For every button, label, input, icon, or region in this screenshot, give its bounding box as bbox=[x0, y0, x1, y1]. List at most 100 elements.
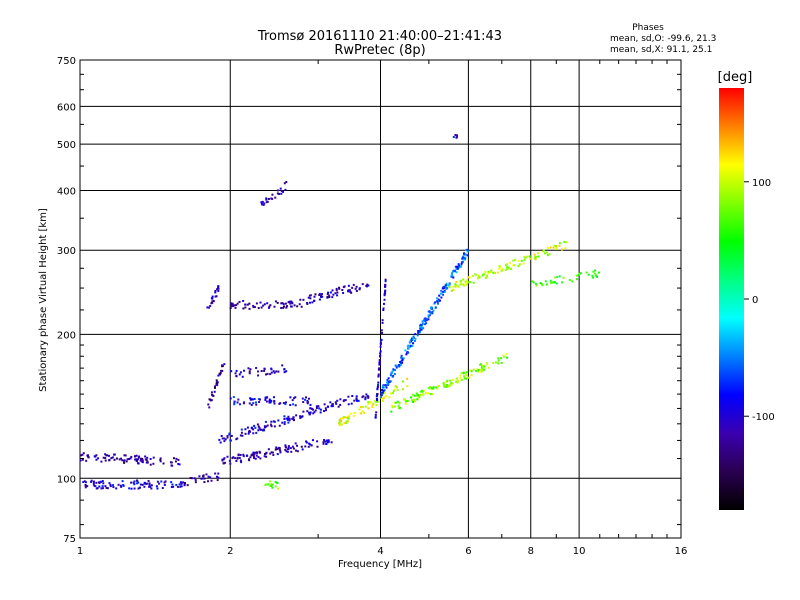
data-point bbox=[281, 364, 284, 367]
data-point bbox=[500, 269, 503, 272]
data-point bbox=[367, 401, 370, 404]
data-point bbox=[457, 285, 460, 288]
data-point bbox=[104, 485, 107, 488]
data-point bbox=[141, 483, 144, 486]
data-point bbox=[381, 388, 384, 391]
data-point bbox=[257, 425, 260, 428]
data-point bbox=[266, 372, 269, 375]
data-point bbox=[272, 370, 275, 373]
data-point bbox=[485, 362, 488, 365]
data-point bbox=[349, 412, 352, 415]
data-point bbox=[216, 384, 219, 387]
data-point bbox=[313, 295, 316, 298]
data-point bbox=[178, 483, 181, 486]
data-point bbox=[331, 405, 334, 408]
data-point bbox=[442, 285, 445, 288]
data-point bbox=[289, 302, 292, 305]
data-point bbox=[262, 304, 265, 307]
data-point bbox=[129, 457, 132, 460]
data-point bbox=[248, 307, 251, 310]
data-point bbox=[285, 450, 288, 453]
y-tick-label: 600 bbox=[57, 102, 76, 113]
data-point bbox=[412, 393, 415, 396]
data-point bbox=[329, 291, 332, 294]
data-point bbox=[427, 318, 430, 321]
data-point bbox=[320, 293, 323, 296]
data-point bbox=[377, 383, 380, 386]
data-point bbox=[505, 263, 508, 266]
data-point bbox=[162, 462, 165, 465]
data-point bbox=[124, 454, 127, 457]
data-point bbox=[230, 434, 233, 437]
data-point bbox=[283, 423, 286, 426]
data-point bbox=[266, 483, 269, 486]
data-point bbox=[285, 370, 288, 373]
data-point bbox=[455, 280, 458, 283]
data-point bbox=[554, 245, 557, 248]
data-point bbox=[135, 458, 138, 461]
data-point bbox=[555, 247, 558, 250]
data-point bbox=[241, 375, 244, 378]
data-point bbox=[546, 254, 549, 257]
data-point bbox=[276, 301, 279, 304]
data-point bbox=[486, 275, 489, 278]
data-point bbox=[263, 369, 266, 372]
data-point bbox=[579, 272, 582, 275]
data-point bbox=[523, 259, 526, 262]
data-point bbox=[268, 400, 271, 403]
data-point bbox=[314, 409, 317, 412]
data-point bbox=[455, 271, 458, 274]
data-point bbox=[437, 298, 440, 301]
data-point bbox=[534, 255, 537, 258]
data-point bbox=[376, 392, 379, 395]
data-point bbox=[259, 457, 262, 460]
data-point bbox=[489, 271, 492, 274]
data-point bbox=[252, 428, 255, 431]
data-point bbox=[466, 250, 469, 253]
data-point bbox=[406, 377, 409, 380]
data-point bbox=[403, 398, 406, 401]
data-point bbox=[97, 481, 100, 484]
data-point bbox=[221, 365, 224, 368]
data-point bbox=[524, 256, 527, 259]
data-point bbox=[497, 357, 500, 360]
data-point bbox=[369, 401, 372, 404]
data-point bbox=[242, 453, 245, 456]
data-point bbox=[531, 280, 534, 283]
data-point bbox=[358, 288, 361, 291]
data-point bbox=[249, 456, 252, 459]
data-point bbox=[492, 361, 495, 364]
data-point bbox=[299, 298, 302, 301]
data-point bbox=[136, 482, 139, 485]
data-point bbox=[194, 479, 197, 482]
data-point bbox=[254, 426, 257, 429]
data-point bbox=[330, 405, 333, 408]
data-point bbox=[202, 477, 205, 480]
colorbar-tick-label: 100 bbox=[752, 178, 771, 189]
data-point bbox=[394, 401, 397, 404]
data-point bbox=[291, 302, 294, 305]
data-point bbox=[252, 306, 255, 309]
y-axis-ticks: 75 100 200 300 400 500 600 750 bbox=[57, 56, 681, 545]
data-point bbox=[309, 297, 312, 300]
data-point bbox=[457, 263, 460, 266]
data-point bbox=[424, 317, 427, 320]
data-point bbox=[208, 406, 211, 409]
data-point bbox=[275, 370, 278, 373]
data-point bbox=[496, 271, 499, 274]
data-point bbox=[411, 344, 414, 347]
data-point bbox=[334, 401, 337, 404]
data-point bbox=[384, 278, 387, 281]
data-point bbox=[160, 480, 163, 483]
data-point bbox=[517, 265, 520, 268]
data-point bbox=[528, 255, 531, 258]
data-point bbox=[402, 357, 405, 360]
data-point bbox=[331, 403, 334, 406]
data-point bbox=[253, 457, 256, 460]
data-point bbox=[258, 400, 261, 403]
data-point bbox=[120, 485, 123, 488]
data-point bbox=[228, 459, 231, 462]
data-point bbox=[270, 484, 273, 487]
data-point bbox=[382, 307, 385, 310]
data-point bbox=[327, 291, 330, 294]
